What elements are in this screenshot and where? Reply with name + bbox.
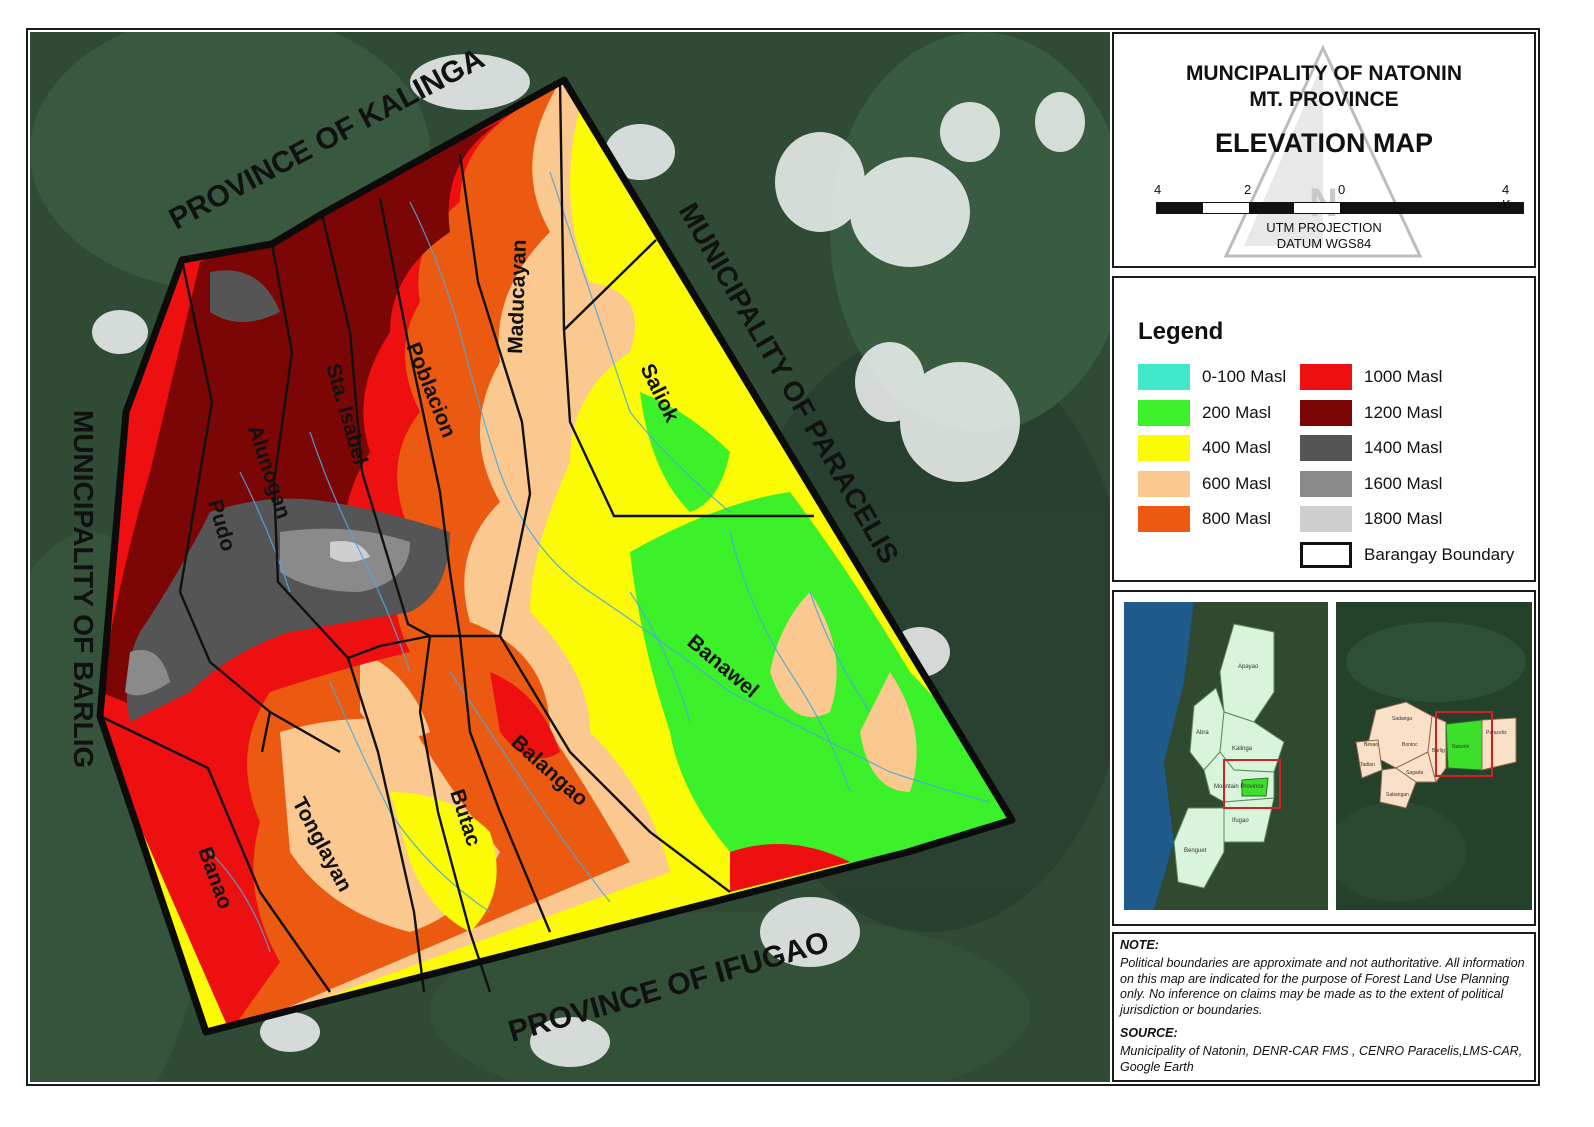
title-panel: N MUNCIPALITY OF NATONIN MT. PROVINCE EL… xyxy=(1112,32,1536,268)
legend-label: 1600 Masl xyxy=(1364,473,1443,493)
legend-swatch xyxy=(1138,435,1190,461)
inset-label-kalinga: Kalinga xyxy=(1232,746,1253,752)
map-title-province: MT. PROVINCE xyxy=(1249,88,1399,111)
inset-label-bontoc: Bontoc xyxy=(1402,742,1418,748)
legend-swatch xyxy=(1138,399,1190,426)
legend-item-600-masl: 600 Masl xyxy=(1138,470,1271,497)
inset-label-natonin: Natonin xyxy=(1452,744,1469,750)
legend-label: 1800 Masl xyxy=(1364,509,1443,528)
note-title: NOTE: xyxy=(1120,938,1159,952)
inset-label-mountain-province: Mountain Province xyxy=(1214,784,1264,790)
scale-label-0: 0 xyxy=(1338,182,1346,197)
inset-region-map: Apayao Abra Kalinga Mountain Province If… xyxy=(1124,602,1328,910)
legend-item-1400-masl: 1400 Masl xyxy=(1300,435,1442,461)
source-title: SOURCE: xyxy=(1120,1026,1178,1040)
scale-bar xyxy=(1156,202,1524,214)
legend-item-200-masl: 200 Masl xyxy=(1138,399,1271,426)
scale-label-4-left: 4 xyxy=(1154,182,1162,197)
legend-swatch xyxy=(1138,470,1190,497)
inset-highlight-box-province xyxy=(1435,711,1493,777)
legend-swatch xyxy=(1300,470,1352,497)
legend-label: 1000 Masl xyxy=(1364,367,1443,386)
legend-item-1600-masl: 1600 Masl xyxy=(1300,470,1443,497)
inset-label-sagada: Sagada xyxy=(1406,770,1423,776)
inset-label-besao: Besao xyxy=(1364,742,1378,748)
legend-swatch xyxy=(1300,364,1352,390)
legend-item-1800-masl: 1800 Masl xyxy=(1300,506,1442,532)
scale-bar-group: 4 2 0 4 Km xyxy=(1128,182,1528,252)
north-arrow-icon: N xyxy=(1223,44,1423,258)
barangay-label-maducayan: Maducayan xyxy=(504,239,531,354)
label-west: MUNICIPALITY OF BARLIG xyxy=(68,410,99,768)
barangay-boundaries xyxy=(99,81,814,993)
note-panel: NOTE: Political boundaries are approxima… xyxy=(1112,932,1536,1082)
legend-label: 600 Masl xyxy=(1202,473,1271,493)
legend-swatch xyxy=(1300,541,1352,568)
inset-label-barlig: Barlig xyxy=(1432,748,1445,754)
legend-title: Legend xyxy=(1138,318,1224,345)
legend-label: 1200 Masl xyxy=(1364,402,1443,422)
clouds xyxy=(92,54,1085,1067)
map-title-municipality: MUNCIPALITY OF NATONIN xyxy=(1185,62,1463,85)
legend-label: 1400 Masl xyxy=(1364,438,1443,457)
legend-swatch xyxy=(1300,435,1352,461)
inset-label-sadanga: Sadanga xyxy=(1392,716,1412,722)
rivers xyxy=(209,171,991,953)
legend-swatch xyxy=(1300,506,1352,532)
legend-item-800-masl: 800 Masl xyxy=(1138,506,1271,532)
legend-item-400-masl: 400 Masl xyxy=(1138,435,1271,461)
note-text: Political boundaries are approximate and… xyxy=(1120,956,1525,1017)
scale-label-2: 2 xyxy=(1244,182,1252,197)
legend-label: Barangay Boundary xyxy=(1364,544,1515,564)
legend-label: 0-100 Masl xyxy=(1202,367,1287,386)
inset-label-sabangan: Sabangan xyxy=(1386,792,1409,798)
main-map: PROVINCE OF KALINGA MUNICIPALITY OF PARA… xyxy=(30,32,1110,1082)
legend-item-barangay-boundary: Barangay Boundary xyxy=(1300,541,1515,568)
location-insets-panel: Apayao Abra Kalinga Mountain Province If… xyxy=(1112,590,1536,926)
legend-panel: Legend 0-100 Masl 200 Masl 400 Masl 600 Mas… xyxy=(1112,276,1536,582)
legend-item-1000-masl: 1000 Masl xyxy=(1300,364,1442,390)
legend-swatch xyxy=(1138,506,1190,532)
inset-label-ifugao: Ifugao xyxy=(1232,818,1249,824)
datum-text: DATUM WGS84 xyxy=(1276,236,1372,251)
legend-label: 200 Masl xyxy=(1202,402,1271,422)
legend-item-0-100-masl: 0-100 Masl xyxy=(1138,364,1286,390)
inset-label-apayao: Apayao xyxy=(1238,664,1259,670)
municipal-boundary xyxy=(96,76,1016,1036)
legend-label: 400 Masl xyxy=(1202,438,1271,457)
inset-highlight-box xyxy=(1223,759,1281,809)
legend-item-1200-masl: 1200 Masl xyxy=(1300,399,1443,426)
legend-swatch xyxy=(1300,399,1352,426)
inset-label-tadian: Tadian xyxy=(1360,762,1375,768)
projection-text: UTM PROJECTION xyxy=(1266,220,1382,235)
legend-label: 800 Masl xyxy=(1202,509,1271,528)
inset-label-paracelis: Paracelis xyxy=(1486,730,1507,736)
source-text: Municipality of Natonin, DENR-CAR FMS , … xyxy=(1120,1044,1523,1074)
elevation-map-svg: PROVINCE OF KALINGA MUNICIPALITY OF PARA… xyxy=(30,32,1110,1082)
inset-label-benguet: Benguet xyxy=(1184,848,1207,854)
legend-swatch xyxy=(1138,364,1190,390)
inset-label-abra: Abra xyxy=(1196,730,1209,736)
inset-province-map: Sadanga Besao Bontoc Sabangan Tadian Sag… xyxy=(1336,602,1532,910)
map-title-main: ELEVATION MAP xyxy=(1214,128,1433,158)
